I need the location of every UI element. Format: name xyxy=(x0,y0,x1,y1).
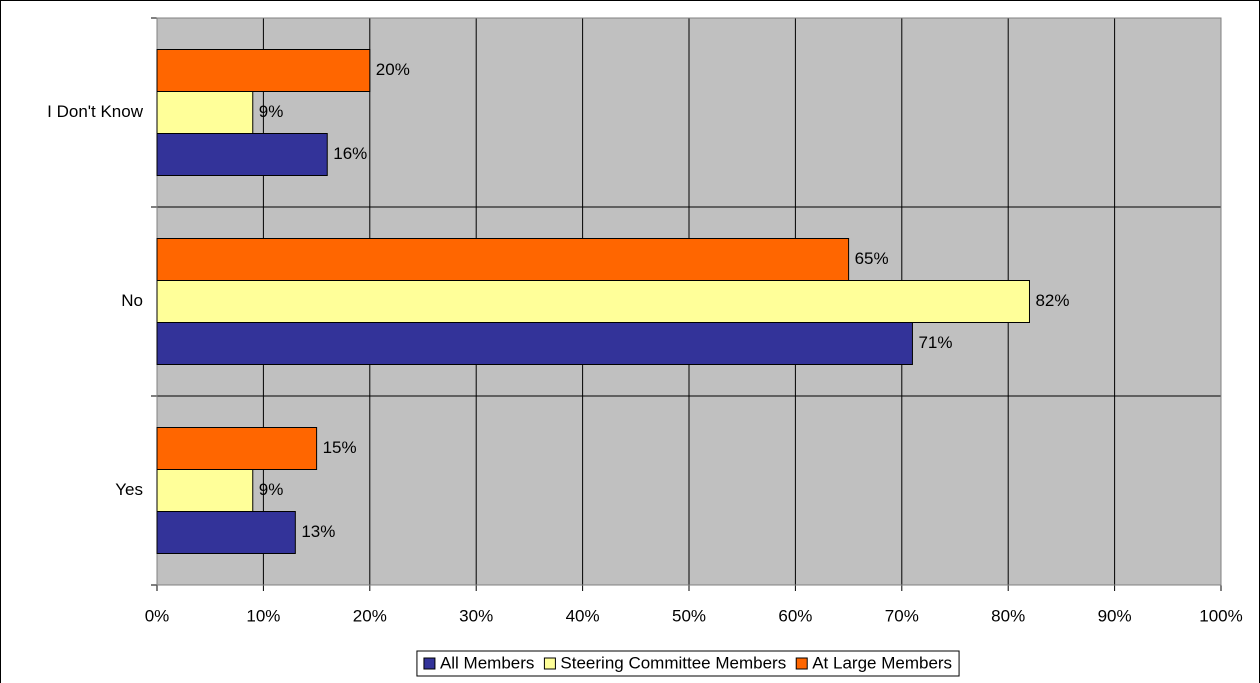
legend-label: At Large Members xyxy=(812,653,952,672)
x-tick-label: 50% xyxy=(672,606,706,625)
bar xyxy=(156,469,254,512)
bar xyxy=(156,49,371,92)
bar xyxy=(156,280,1030,323)
y-tick-label: I Don't Know xyxy=(47,102,144,121)
legend-label: Steering Committee Members xyxy=(560,653,786,672)
legend-swatch xyxy=(423,657,436,670)
legend-swatch xyxy=(795,657,808,670)
data-label: 15% xyxy=(323,438,357,457)
legend-swatch xyxy=(543,657,556,670)
x-tick-label: 80% xyxy=(991,606,1025,625)
data-label: 71% xyxy=(918,333,952,352)
legend: All Members Steering Committee Members At … xyxy=(416,650,960,677)
data-label: 65% xyxy=(855,249,889,268)
bar xyxy=(156,133,328,176)
bar xyxy=(156,427,318,470)
legend-box xyxy=(416,650,960,677)
x-tick-label: 10% xyxy=(246,606,280,625)
x-tick-label: 40% xyxy=(566,606,600,625)
y-tick-label: No xyxy=(121,291,143,310)
data-label: 20% xyxy=(376,60,410,79)
data-label: 82% xyxy=(1035,291,1069,310)
x-tick-label: 60% xyxy=(778,606,812,625)
bar xyxy=(156,238,850,281)
x-tick-label: 70% xyxy=(885,606,919,625)
x-tick-label: 100% xyxy=(1199,606,1242,625)
data-label: 16% xyxy=(333,144,367,163)
legend-label: All Members xyxy=(440,653,534,672)
x-tick-label: 90% xyxy=(1098,606,1132,625)
x-tick-label: 30% xyxy=(459,606,493,625)
bar xyxy=(156,511,296,554)
data-label: 13% xyxy=(301,522,335,541)
x-tick-label: 0% xyxy=(145,606,170,625)
data-label: 9% xyxy=(259,102,284,121)
bar xyxy=(156,91,254,134)
x-tick-label: 20% xyxy=(353,606,387,625)
bar xyxy=(156,322,913,365)
data-label: 9% xyxy=(259,480,284,499)
y-tick-label: Yes xyxy=(115,480,143,499)
